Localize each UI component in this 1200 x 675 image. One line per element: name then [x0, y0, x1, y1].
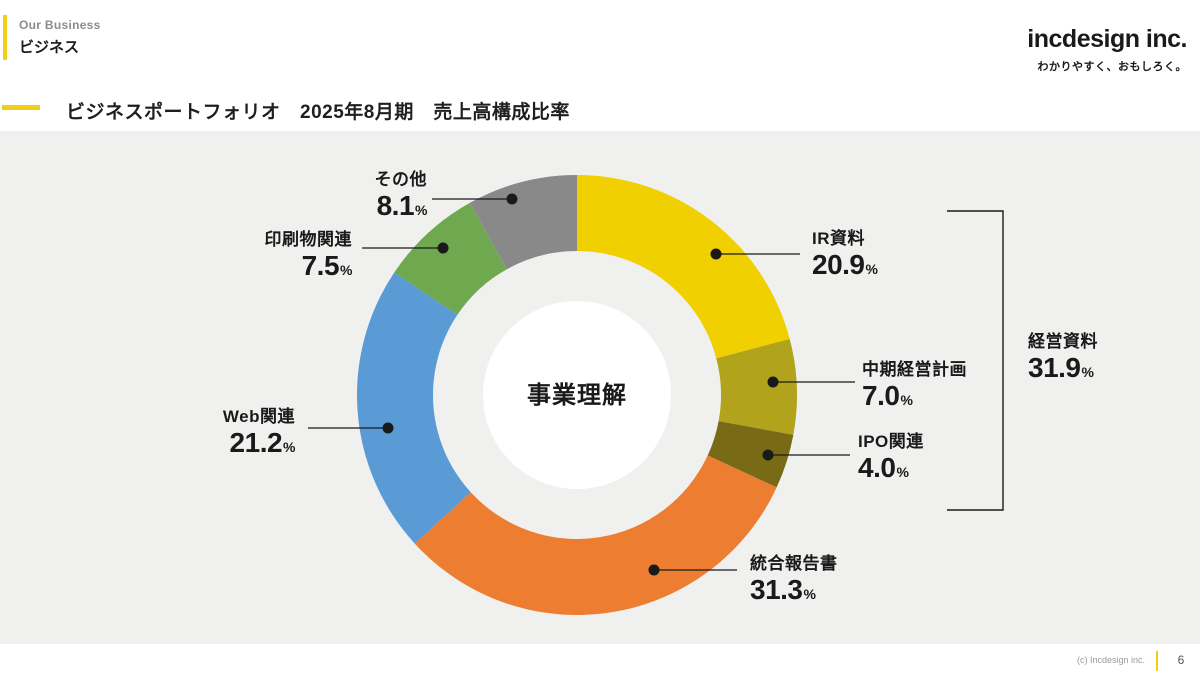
footer-copyright: (c) Incdesign inc.: [1076, 655, 1145, 665]
brand-accent-bar: [3, 15, 7, 60]
callout-midterm-plan: 中期経営計画 7.0%: [862, 360, 967, 412]
callout-web: Web関連 21.2%: [222, 407, 296, 459]
company-logo-tagline: わかりやすく、おもしろく。: [1037, 60, 1187, 73]
donut-center-label: 事業理解: [527, 382, 627, 409]
callout-ir-materials: IR資料 20.9%: [812, 229, 878, 281]
callout-ipo: IPO関連 4.0%: [858, 432, 924, 484]
callout-integrated-report: 統合報告書 31.3%: [750, 554, 838, 606]
company-logo-name: incdesign inc.: [1027, 25, 1187, 53]
section-eyebrow: Our Business: [19, 18, 101, 32]
page-title: ビジネスポートフォリオ 2025年8月期 売上高構成比率: [66, 102, 570, 123]
callout-print: 印刷物関連 7.5%: [264, 230, 353, 282]
section-title: ビジネス: [19, 39, 80, 56]
page-number: 6: [1177, 653, 1185, 667]
footer-accent-divider: [1156, 651, 1158, 671]
callout-management-materials-group: 経営資料 31.9%: [1028, 332, 1098, 384]
title-accent-dash: [2, 105, 40, 110]
company-logo: incdesign inc. わかりやすく、おもしろく。: [1027, 25, 1187, 74]
callout-other: その他 8.1%: [374, 170, 428, 222]
